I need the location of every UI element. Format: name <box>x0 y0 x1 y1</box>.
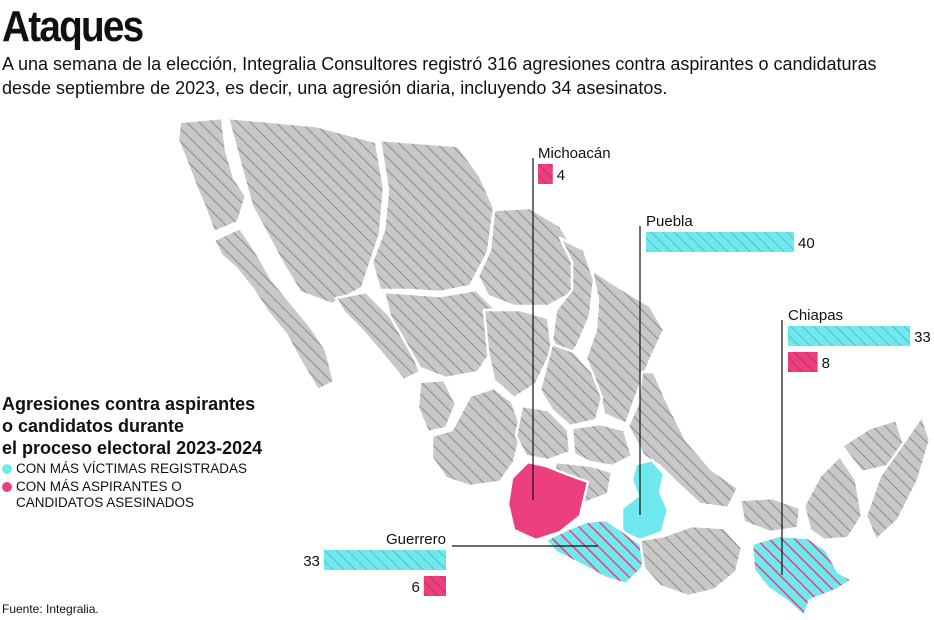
state-label-puebla: Puebla <box>646 213 693 230</box>
chart-subtitle: A una semana de la elección, Integralia … <box>2 54 877 98</box>
state-nayarit <box>416 378 458 434</box>
state-campeche <box>802 454 864 542</box>
state-jalisco <box>430 386 524 488</box>
bar-victims-chiapas <box>788 326 911 346</box>
callouts: Michoacán 4 Puebla 40 Chiapas 33 8 Guerrero 33 6 <box>303 145 931 596</box>
state-queretaro-hidalgo <box>570 422 634 468</box>
state-chiapas <box>750 534 854 618</box>
legend-label-killed: CON MÁS ASPIRANTES O CANDIDATOS ASESINAD… <box>16 479 195 510</box>
legend-title-line-2: o candidatos durante <box>2 416 185 436</box>
state-label-chiapas: Chiapas <box>788 307 843 324</box>
legend-label-victims: CON MÁS VÍCTIMAS REGISTRADAS <box>16 461 248 476</box>
states <box>176 116 932 618</box>
state-sinaloa <box>334 290 422 382</box>
bar-victims-guerrero <box>323 550 446 570</box>
source-note: Fuente: Integralia. <box>2 602 99 616</box>
state-baja-california-sur <box>212 226 336 392</box>
legend: Agresiones contra aspirantes o candidato… <box>2 393 332 511</box>
legend-dot-victims <box>2 464 12 474</box>
state-quintana-roo <box>864 414 932 542</box>
value-label-victims-puebla: 40 <box>798 235 815 252</box>
value-label-killed-guerrero: 6 <box>411 579 419 596</box>
legend-title-line-1: Agresiones contra aspirantes <box>2 394 256 414</box>
state-label-guerrero: Guerrero <box>386 531 446 548</box>
bar-killed-michoacan <box>538 164 553 184</box>
bar-killed-chiapas <box>788 352 818 372</box>
state-sonora <box>226 116 386 306</box>
chart-title: Ataques <box>2 2 144 51</box>
state-label-michoacan: Michoacán <box>538 145 611 162</box>
state-puebla <box>620 458 670 542</box>
state-guanajuato <box>514 404 572 462</box>
state-coahuila <box>476 206 580 308</box>
state-baja-california <box>176 116 248 234</box>
state-oaxaca <box>638 524 744 598</box>
state-san-luis-potosi <box>538 342 604 428</box>
state-veracruz <box>626 370 740 510</box>
state-chihuahua <box>370 138 496 294</box>
state-zacatecas <box>482 308 554 400</box>
legend-item-killed: CON MÁS ASPIRANTES O CANDIDATOS ASESINAD… <box>2 479 236 511</box>
state-michoacan <box>506 460 590 542</box>
state-durango <box>382 288 500 380</box>
value-label-killed-chiapas: 8 <box>822 355 830 372</box>
value-label-victims-guerrero: 33 <box>303 553 320 570</box>
bar-killed-guerrero <box>423 576 446 596</box>
value-label-killed-michoacan: 4 <box>557 167 565 184</box>
value-label-victims-chiapas: 33 <box>914 329 931 346</box>
state-tamaulipas <box>584 268 666 426</box>
bar-victims-puebla <box>646 232 794 252</box>
legend-title-line-3: el proceso electoral 2023-2024 <box>2 438 263 458</box>
legend-item-victims: CON MÁS VÍCTIMAS REGISTRADAS <box>2 461 332 477</box>
state-tabasco <box>738 496 802 534</box>
legend-dot-killed <box>2 482 12 492</box>
